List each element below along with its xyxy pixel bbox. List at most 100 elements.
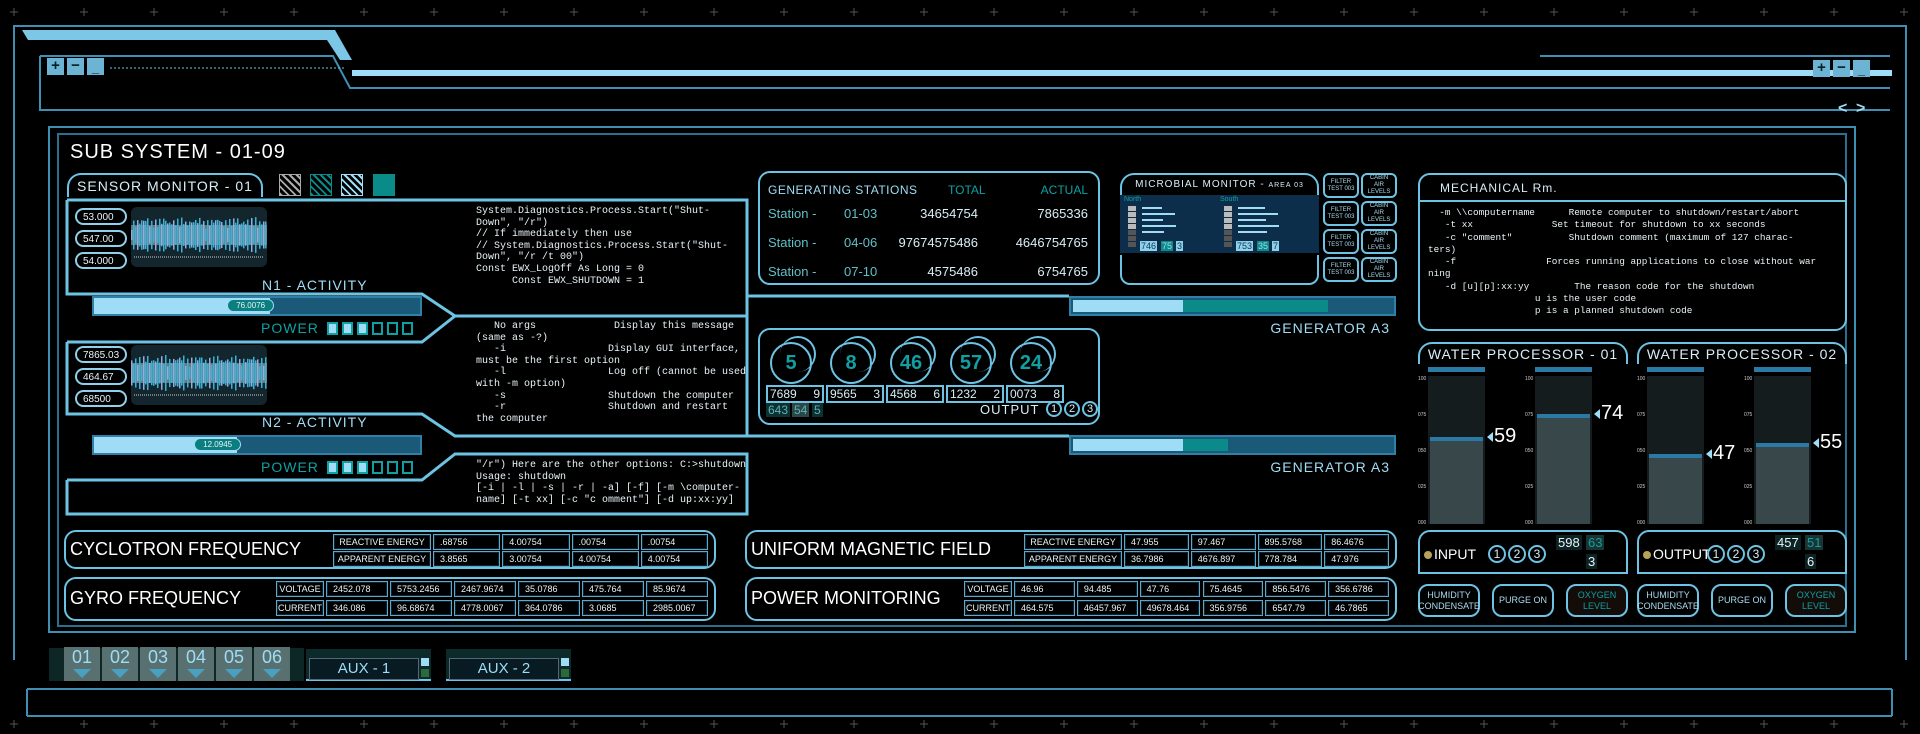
output-channel-button[interactable]: 2 <box>1064 401 1080 417</box>
microbial-button[interactable]: FILTER TEST 003 <box>1323 257 1359 282</box>
table-cell: 3.8565 <box>433 551 501 567</box>
microbial-button[interactable]: CABIN AIR LEVELS <box>1361 229 1397 254</box>
table-cell: 35.0786 <box>518 581 580 597</box>
minus-icon[interactable]: − <box>1833 60 1850 77</box>
power-cell[interactable] <box>386 321 398 335</box>
station-total: 34654754 <box>920 206 978 221</box>
chevron-down-icon <box>73 669 91 678</box>
aux-indicator-light <box>561 658 569 666</box>
aux-button[interactable]: AUX - 2 <box>449 658 559 680</box>
sensor-value: 53.000 <box>75 208 127 225</box>
minimize-icon[interactable]: _ <box>87 58 104 75</box>
swatch-teal-solid[interactable] <box>373 174 395 196</box>
table-cell: 86.4676 <box>1324 534 1389 550</box>
power-cell[interactable] <box>386 460 398 474</box>
water-button[interactable]: PURGE ON <box>1711 584 1773 617</box>
bottom-tab[interactable]: 01 <box>64 647 100 681</box>
microbial-number: 753 <box>1236 241 1254 251</box>
crosshair-mark <box>360 8 368 16</box>
power-cell[interactable] <box>401 460 413 474</box>
microbial-title: MICROBIAL MONITOR - AREA 03 <box>1120 173 1319 195</box>
bottom-tab[interactable]: 05 <box>216 647 252 681</box>
microbial-button[interactable]: CABIN AIR LEVELS <box>1361 257 1397 282</box>
aux-indicator-light <box>421 658 429 666</box>
power-cell[interactable] <box>371 321 383 335</box>
crosshair-mark <box>850 8 858 16</box>
sensor-monitor-tab[interactable]: SENSOR MONITOR - 01 <box>67 173 263 197</box>
microbial-monitor-panel: MICROBIAL MONITOR - AREA 03 North 746 75 3 S… <box>1120 173 1319 285</box>
level-block <box>1224 206 1232 211</box>
table-cell: CURRENT <box>964 600 1012 616</box>
water-button[interactable]: OXYGEN LEVEL <box>1785 584 1847 617</box>
code-line: -s Shutdown the computer <box>476 390 735 402</box>
io-label: INPUT <box>1434 546 1476 562</box>
power-cell[interactable] <box>326 460 338 474</box>
dial-readout: 4568 6 <box>886 385 944 403</box>
water-button[interactable]: PURGE ON <box>1492 584 1554 617</box>
sensor-value: 7865.03 <box>75 346 127 363</box>
table-cell: 6547.79 <box>1265 600 1327 616</box>
level-block <box>1224 242 1232 247</box>
dial-right: 3 <box>873 387 880 401</box>
channel-button[interactable]: 2 <box>1508 545 1526 563</box>
power-cell[interactable] <box>401 321 413 335</box>
table-cell: 4778.0067 <box>454 600 516 616</box>
channel-button[interactable]: 2 <box>1727 545 1745 563</box>
table-cell: 49678.464 <box>1139 600 1201 616</box>
swatch-teal-hatch[interactable] <box>310 174 332 196</box>
minimize-icon[interactable]: _ <box>1853 60 1870 77</box>
aux-button[interactable]: AUX - 1 <box>309 658 419 680</box>
microbial-number: 746 <box>1140 241 1158 251</box>
level-block <box>1224 230 1232 235</box>
chevron-down-icon <box>149 669 167 678</box>
tank-cap <box>1428 367 1485 372</box>
sensor-value: 68500 <box>75 390 127 407</box>
microbial-button[interactable]: CABIN AIR LEVELS <box>1361 173 1397 198</box>
bottom-tab[interactable]: 04 <box>178 647 214 681</box>
station-prefix: Station - <box>768 206 817 221</box>
channel-button[interactable]: 3 <box>1747 545 1765 563</box>
power-cell[interactable] <box>341 460 353 474</box>
bottom-tab[interactable]: 06 <box>254 647 290 681</box>
power-cell[interactable] <box>356 321 368 335</box>
power-cell[interactable] <box>356 460 368 474</box>
microbial-button[interactable]: FILTER TEST 003 <box>1323 229 1359 254</box>
water-button[interactable]: HUMIDITY CONDENSATE <box>1418 584 1480 617</box>
output-channel-button[interactable]: 1 <box>1046 401 1062 417</box>
nav-prev-button[interactable]: < <box>1838 100 1848 117</box>
code-line: "/r") Here are the other options: C:>shu… <box>476 460 747 471</box>
microbial-button[interactable]: FILTER TEST 003 <box>1323 173 1359 198</box>
power-cell[interactable] <box>371 460 383 474</box>
output-channel-button[interactable]: 3 <box>1082 401 1098 417</box>
crosshair-mark <box>1410 8 1418 16</box>
swatch-gray-hatch[interactable] <box>279 174 301 196</box>
power-cell[interactable] <box>341 321 353 335</box>
microbial-button[interactable]: CABIN AIR LEVELS <box>1361 201 1397 226</box>
channel-button[interactable]: 3 <box>1528 545 1546 563</box>
io-panel: INPUT 1 2 3 598 63 3 <box>1418 530 1628 574</box>
plus-icon[interactable]: + <box>1813 60 1830 77</box>
power-indicator: POWER <box>261 459 413 475</box>
crosshair-mark <box>500 8 508 16</box>
swatch-light-hatch[interactable] <box>341 174 363 196</box>
water-button[interactable]: OXYGEN LEVEL <box>1566 584 1628 617</box>
microbial-button[interactable]: FILTER TEST 003 <box>1323 201 1359 226</box>
waveform <box>131 345 267 405</box>
channel-button[interactable]: 1 <box>1707 545 1725 563</box>
nav-next-button[interactable]: > <box>1856 100 1866 117</box>
table-cell: 47.955 <box>1124 534 1189 550</box>
table-cell: 4676.897 <box>1190 551 1256 567</box>
crosshair-mark <box>360 720 368 728</box>
water-button[interactable]: HUMIDITY CONDENSATE <box>1637 584 1699 617</box>
tank-fill <box>1430 436 1483 524</box>
bottom-tab[interactable]: 02 <box>102 647 138 681</box>
crosshair-mark <box>990 720 998 728</box>
crosshair-mark <box>920 720 928 728</box>
plus-icon[interactable]: + <box>47 58 64 75</box>
bottom-tab[interactable]: 03 <box>140 647 176 681</box>
minus-icon[interactable]: − <box>67 58 84 75</box>
power-cell[interactable] <box>326 321 338 335</box>
channel-button[interactable]: 1 <box>1488 545 1506 563</box>
crosshair-mark <box>1410 720 1418 728</box>
mechanical-panel: MECHANICAL Rm. -m \\computername Remote … <box>1418 173 1847 331</box>
